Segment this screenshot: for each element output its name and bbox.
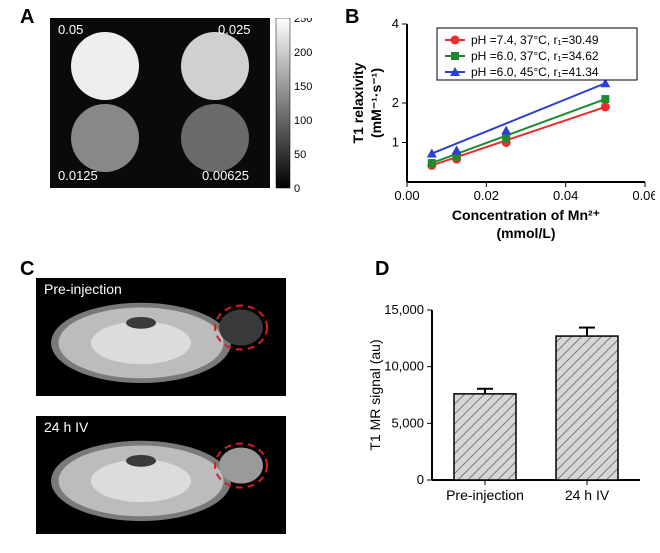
svg-text:T1 MR signal (au): T1 MR signal (au): [367, 339, 383, 450]
svg-text:(mmol/L): (mmol/L): [496, 225, 555, 241]
svg-text:250: 250: [294, 18, 312, 25]
svg-text:4: 4: [392, 16, 399, 31]
svg-text:0.05: 0.05: [58, 22, 83, 37]
svg-text:10,000: 10,000: [384, 359, 424, 374]
panel-c-label: C: [20, 258, 34, 281]
svg-text:200: 200: [294, 47, 312, 59]
svg-text:100: 100: [294, 115, 312, 127]
svg-text:0.00625: 0.00625: [202, 168, 249, 183]
svg-text:0: 0: [294, 183, 300, 195]
panel-c-image: Pre-injection 24 h IV: [36, 278, 306, 548]
svg-text:pH =6.0, 37°C, r₁=34.62: pH =6.0, 37°C, r₁=34.62: [471, 49, 599, 63]
svg-text:150: 150: [294, 81, 312, 93]
panel-d-chart: 0 5,000 10,000 15,000 Pre-injection 24 h IV T1…: [360, 300, 655, 535]
svg-text:2: 2: [392, 95, 399, 110]
svg-text:50: 50: [294, 149, 306, 161]
svg-text:T1 relaxivity: T1 relaxivity: [350, 62, 366, 143]
svg-text:0.0125: 0.0125: [58, 168, 98, 183]
svg-text:0: 0: [417, 472, 424, 487]
svg-text:0.04: 0.04: [553, 188, 578, 203]
svg-text:24 h IV: 24 h IV: [44, 419, 89, 435]
svg-text:(mM⁻¹·s⁻¹): (mM⁻¹·s⁻¹): [368, 68, 384, 138]
svg-text:24 h IV: 24 h IV: [565, 487, 610, 503]
panel-b-chart: 0.00 0.02 0.04 0.06 1 2 4 pH =7.4, 37°C, r₁=30.…: [345, 12, 655, 242]
svg-text:0.00: 0.00: [394, 188, 419, 203]
panel-d-label: D: [375, 258, 389, 281]
svg-text:15,000: 15,000: [384, 302, 424, 317]
panel-a-label: A: [20, 6, 34, 29]
svg-text:Pre-injection: Pre-injection: [446, 487, 524, 503]
svg-text:Pre-injection: Pre-injection: [44, 281, 122, 297]
svg-text:0.06: 0.06: [632, 188, 655, 203]
svg-text:pH =6.0, 45°C, r₁=41.34: pH =6.0, 45°C, r₁=41.34: [471, 65, 599, 79]
svg-text:0.025: 0.025: [218, 22, 251, 37]
panel-a-image: 0.05 0.025 0.0125 0.00625 250 200 150 100 50 0: [50, 18, 320, 208]
svg-text:0.02: 0.02: [474, 188, 499, 203]
svg-text:1: 1: [392, 135, 399, 150]
svg-text:pH =7.4, 37°C, r₁=30.49: pH =7.4, 37°C, r₁=30.49: [471, 33, 599, 47]
svg-text:5,000: 5,000: [391, 415, 424, 430]
svg-text:Concentration of Mn²⁺: Concentration of Mn²⁺: [452, 207, 600, 223]
